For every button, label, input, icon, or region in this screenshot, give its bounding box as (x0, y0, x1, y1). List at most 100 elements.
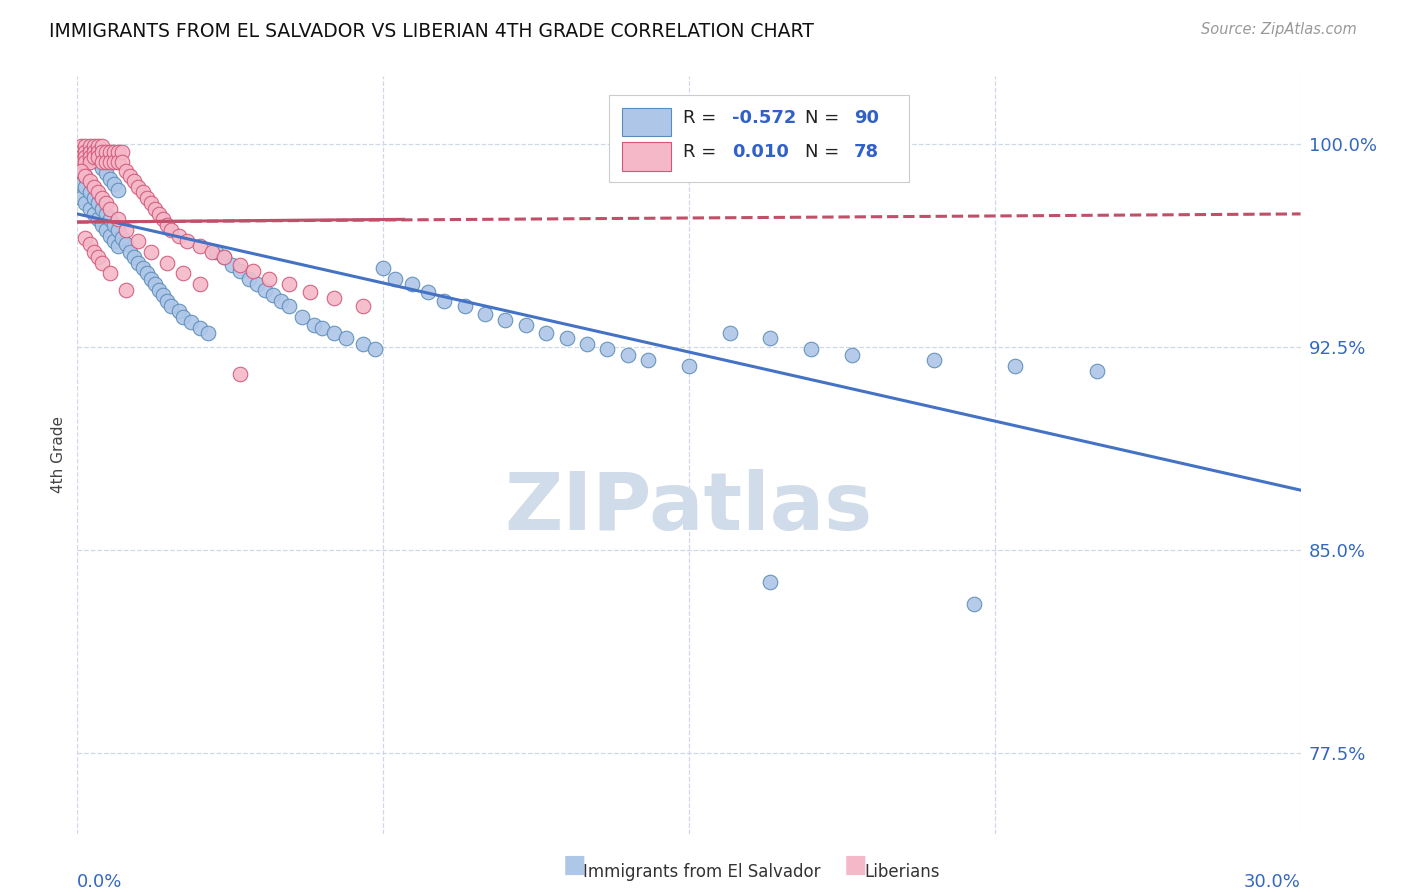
Point (79, 186, 101, 200)
Point (90, 139, 112, 153)
Point (188, 277, 211, 292)
Point (576, 337, 599, 351)
Point (90, 202, 112, 216)
Text: Immigrants from El Salvador: Immigrants from El Salvador (583, 863, 821, 881)
Text: ■: ■ (562, 854, 586, 878)
Point (453, 299, 475, 313)
Point (197, 326, 219, 340)
Y-axis label: 4th Grade: 4th Grade (51, 417, 66, 493)
Point (79, 150, 101, 164)
Point (75, 139, 97, 153)
Point (156, 255, 179, 269)
Text: 30.0%: 30.0% (1244, 873, 1301, 891)
Point (79, 145, 101, 159)
Point (352, 299, 374, 313)
Point (90, 191, 112, 205)
Point (290, 310, 312, 324)
Point (180, 315, 202, 329)
Point (302, 318, 325, 332)
Point (160, 223, 183, 237)
Point (83, 179, 105, 194)
Point (143, 277, 166, 292)
Point (201, 244, 224, 259)
Point (98, 171, 121, 186)
Point (103, 234, 125, 248)
Point (120, 169, 142, 183)
Point (596, 343, 619, 357)
Point (83, 150, 105, 164)
Point (87, 150, 110, 164)
Text: Liberians: Liberians (865, 863, 941, 881)
Point (83, 207, 105, 221)
Point (352, 337, 374, 351)
Point (238, 272, 260, 286)
Point (94, 207, 117, 221)
Point (70, 145, 93, 159)
Point (90, 161, 112, 175)
Point (107, 212, 129, 227)
Text: R =: R = (683, 109, 721, 127)
Point (75, 231, 97, 245)
Point (98, 145, 121, 159)
Point (90, 155, 112, 169)
Point (107, 223, 129, 237)
Point (384, 272, 406, 286)
Point (555, 331, 578, 345)
Text: 0.0%: 0.0% (77, 873, 122, 891)
Point (127, 234, 149, 248)
Point (94, 155, 117, 169)
Point (253, 283, 276, 297)
Point (83, 150, 105, 164)
Point (79, 145, 101, 159)
Point (98, 228, 121, 243)
Point (94, 223, 117, 237)
Point (246, 277, 269, 292)
Point (87, 139, 110, 153)
Point (98, 267, 121, 281)
Point (83, 139, 105, 153)
Point (262, 288, 284, 302)
Point (87, 155, 110, 169)
Point (107, 239, 129, 253)
Point (127, 255, 149, 269)
Point (70, 155, 93, 169)
Point (75, 169, 97, 183)
Text: 90: 90 (853, 109, 879, 127)
Point (98, 212, 121, 227)
Point (75, 145, 97, 159)
Point (212, 250, 235, 264)
Point (841, 348, 863, 362)
Point (678, 359, 700, 373)
Point (131, 186, 153, 200)
Point (135, 267, 157, 281)
Point (75, 150, 97, 164)
Point (212, 250, 235, 264)
Point (75, 169, 97, 183)
Point (79, 236, 101, 251)
Point (160, 299, 183, 313)
Point (139, 244, 162, 259)
Point (87, 250, 110, 264)
Point (229, 264, 252, 278)
Point (90, 255, 112, 269)
Point (90, 145, 112, 159)
Point (242, 264, 264, 278)
Point (257, 272, 280, 286)
Point (311, 320, 333, 334)
Point (115, 163, 138, 178)
Point (152, 212, 174, 227)
Point (148, 283, 170, 297)
Point (107, 145, 129, 159)
Text: ZIPatlas: ZIPatlas (505, 469, 873, 547)
Point (800, 343, 823, 357)
Point (335, 331, 357, 345)
Point (98, 155, 121, 169)
Text: N =: N = (806, 143, 845, 161)
Point (94, 166, 117, 180)
Point (278, 277, 301, 292)
Point (120, 244, 142, 259)
Point (103, 155, 125, 169)
Point (87, 196, 110, 211)
Point (143, 202, 166, 216)
Point (94, 145, 117, 159)
